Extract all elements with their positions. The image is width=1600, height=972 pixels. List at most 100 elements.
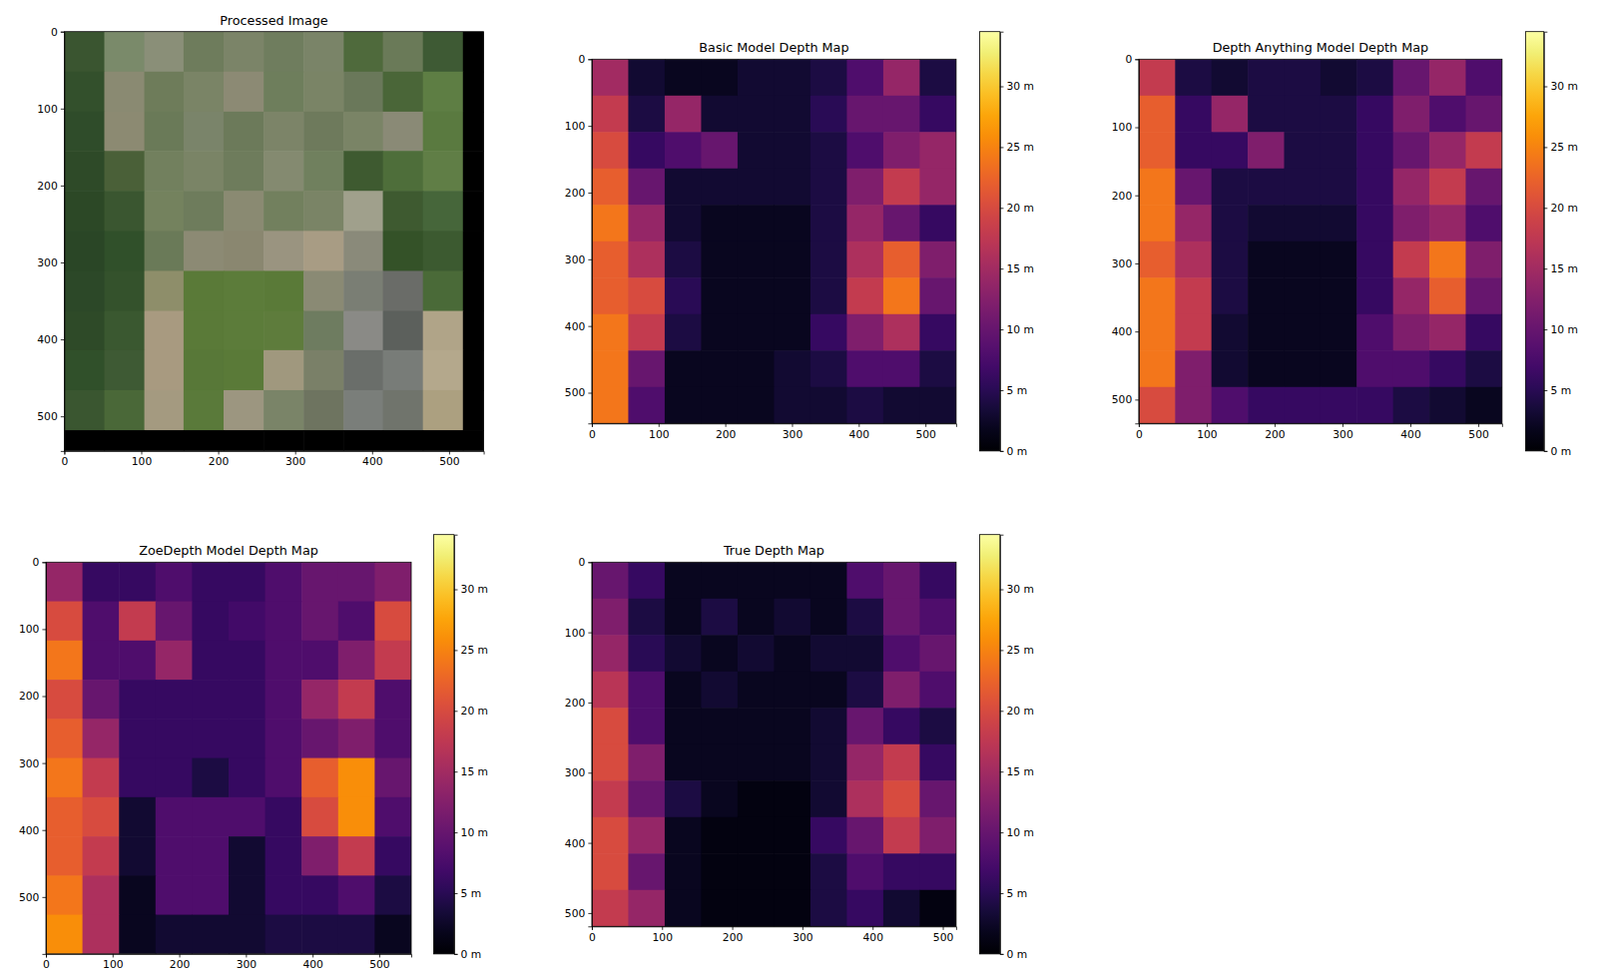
cell: [773, 131, 811, 169]
cell: [1174, 277, 1212, 315]
cell: [1283, 241, 1321, 279]
tick-label: 200: [208, 455, 230, 469]
cell: [627, 561, 665, 599]
cell: [63, 31, 105, 73]
tick-mark: [1000, 85, 1005, 87]
tick-mark: [41, 696, 46, 698]
cell: [1283, 58, 1321, 96]
tick-label: 400: [564, 837, 586, 851]
cell: [773, 853, 811, 891]
y-tick: 0: [1124, 52, 1138, 66]
cell: [1174, 168, 1212, 206]
tick-mark: [372, 451, 374, 456]
cell: [1211, 204, 1249, 242]
x-tick: 100: [1196, 423, 1218, 441]
cell: [846, 561, 884, 599]
x-tick: 400: [849, 423, 871, 441]
tick-mark: [41, 628, 46, 630]
cell: [1283, 387, 1321, 424]
cell: [700, 131, 738, 169]
axes-frame: [591, 58, 957, 424]
tick-mark: [587, 125, 592, 127]
tick-label: 200: [722, 931, 744, 945]
x-tick: 100: [102, 954, 124, 972]
cell: [265, 797, 303, 838]
tick-mark: [1000, 710, 1005, 712]
cell: [374, 758, 412, 799]
cell: [155, 875, 193, 916]
cell: [338, 758, 376, 799]
cell: [627, 853, 665, 891]
cell: [810, 671, 848, 709]
cell: [700, 890, 738, 927]
cell: [103, 31, 145, 73]
cell: [1138, 168, 1176, 206]
tick-label: 100: [36, 102, 58, 116]
cell: [343, 350, 384, 392]
y-tick: 0: [50, 25, 64, 39]
tick-label: 500: [564, 386, 586, 400]
tick-label: 100: [1111, 120, 1133, 134]
cell: [1138, 58, 1176, 96]
cell: [228, 797, 266, 838]
cell: [627, 95, 665, 133]
title: True Depth Map: [722, 542, 825, 558]
c-tick: 20 m: [1544, 201, 1579, 215]
cell: [301, 797, 339, 838]
tick-label: 5 m: [461, 887, 483, 901]
cell: [1356, 350, 1394, 388]
tick-label: 10 m: [1007, 826, 1036, 840]
tick-mark: [141, 451, 143, 456]
cell: [343, 270, 384, 312]
tick-mark: [587, 772, 592, 774]
tick-mark: [179, 954, 181, 959]
c-tick: 20 m: [1000, 201, 1035, 215]
cell: [191, 718, 229, 759]
tick-label: 500: [933, 931, 955, 945]
tick-mark: [1544, 146, 1549, 148]
cell: [1465, 277, 1502, 315]
cell: [737, 634, 775, 672]
cell: [810, 350, 848, 388]
x-tick: 300: [782, 423, 804, 441]
x-tick: 200: [722, 926, 744, 944]
c-tick: 15 m: [454, 765, 489, 779]
y-tick: 0: [577, 52, 591, 66]
tick-label: 10 m: [461, 826, 490, 840]
tick-mark: [1544, 85, 1549, 87]
cell: [846, 780, 884, 818]
tick-label: 0: [577, 555, 585, 569]
tick-label: 100: [131, 455, 153, 469]
cell: [846, 817, 884, 855]
cell: [343, 150, 384, 192]
tick-mark: [732, 926, 734, 931]
cell: [223, 430, 265, 452]
y-tick: 0: [577, 555, 591, 569]
cell: [627, 204, 665, 242]
cell: [846, 314, 884, 352]
cell: [700, 95, 738, 133]
cell: [883, 241, 921, 279]
tick-label: 300: [285, 455, 307, 469]
tick-mark: [454, 649, 459, 651]
cell: [191, 679, 229, 720]
x-tick: 400: [862, 926, 884, 944]
axes-frame: [591, 561, 957, 927]
x-tick: 0: [588, 926, 596, 944]
tick-mark: [454, 893, 459, 895]
tick-mark: [60, 185, 65, 187]
cell: [374, 679, 412, 720]
cell: [343, 390, 384, 432]
cell: [773, 204, 811, 242]
cell: [1211, 241, 1249, 279]
cell: [1429, 277, 1467, 315]
cell: [223, 31, 265, 73]
cell: [664, 744, 702, 782]
cell: [846, 204, 884, 242]
cell: [45, 758, 83, 799]
y-tick: 300: [1111, 257, 1139, 271]
y-tick: 100: [1111, 120, 1139, 134]
cell: [737, 131, 775, 169]
y-tick: 300: [18, 757, 46, 771]
cell: [223, 350, 265, 392]
